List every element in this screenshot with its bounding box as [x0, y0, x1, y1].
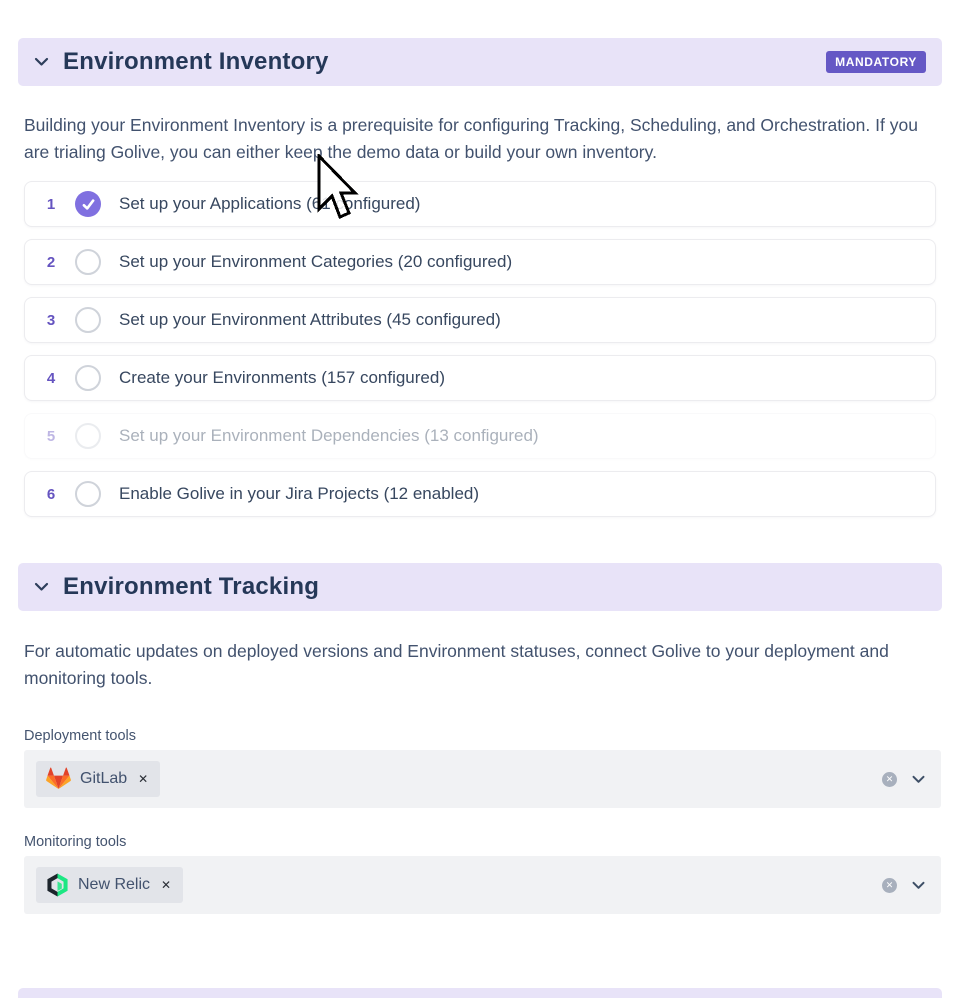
checkbox-checked-icon[interactable]: [75, 191, 101, 217]
chevron-down-icon[interactable]: [912, 881, 925, 890]
checklist-item-environment-dependencies: 5 Set up your Environment Dependencies (…: [24, 413, 936, 459]
section-header-environment-tracking[interactable]: Environment Tracking: [18, 563, 942, 611]
checkbox-unchecked-icon: [75, 423, 101, 449]
chevron-down-icon: [34, 57, 49, 67]
step-number: 6: [46, 485, 56, 503]
remove-gitlab-icon[interactable]: ✕: [138, 772, 149, 786]
inventory-description: Building your Environment Inventory is a…: [24, 115, 918, 162]
monitoring-tools-label: Monitoring tools: [24, 834, 127, 850]
section-header-environment-inventory[interactable]: Environment Inventory MANDATORY: [18, 38, 942, 86]
section-title: Environment Tracking: [63, 573, 320, 600]
step-number: 4: [46, 369, 56, 387]
deployment-tools-label: Deployment tools: [24, 728, 137, 744]
step-number: 2: [46, 253, 56, 271]
checklist-item-environment-attributes[interactable]: 3 Set up your Environment Attributes (45…: [24, 297, 936, 343]
checklist-item-create-environments[interactable]: 4 Create your Environments (157 configur…: [24, 355, 936, 401]
new-relic-tag: New Relic ✕: [36, 867, 184, 903]
gitlab-tag: GitLab ✕: [36, 761, 161, 797]
step-label: Set up your Environment Attributes (45 c…: [119, 310, 501, 329]
setup-checklist: 1 Set up your Applications (61 configure…: [24, 181, 936, 517]
checklist-item-environment-categories[interactable]: 2 Set up your Environment Categories (20…: [24, 239, 936, 285]
step-number: 1: [46, 195, 56, 213]
selected-tool-name: New Relic: [78, 876, 151, 893]
step-label: Set up your Environment Categories (20 c…: [119, 252, 513, 271]
monitoring-tools-select[interactable]: New Relic ✕ ✕: [24, 856, 941, 914]
checkbox-unchecked-icon[interactable]: [75, 307, 101, 333]
remove-new-relic-icon[interactable]: ✕: [161, 878, 172, 892]
chevron-down-icon[interactable]: [912, 775, 925, 784]
clear-select-icon[interactable]: ✕: [882, 877, 897, 893]
next-section-peek: [18, 988, 942, 998]
checklist-item-enable-golive-jira[interactable]: 6 Enable Golive in your Jira Projects (1…: [24, 471, 936, 517]
step-label: Set up your Environment Dependencies (13…: [119, 426, 539, 445]
golive-setup-page: { "colors": { "accent_purple": "#6554C0"…: [0, 38, 960, 998]
step-number: 5: [46, 427, 56, 445]
tracking-description: For automatic updates on deployed versio…: [24, 641, 889, 688]
step-label: Set up your Applications (61 configured): [119, 194, 421, 213]
gitlab-icon: [46, 767, 71, 791]
step-number: 3: [46, 311, 56, 329]
checkbox-unchecked-icon[interactable]: [75, 481, 101, 507]
mandatory-badge: MANDATORY: [826, 51, 926, 73]
new-relic-icon: [46, 872, 69, 898]
chevron-down-icon: [34, 582, 49, 592]
deployment-tools-select[interactable]: GitLab ✕ ✕: [24, 750, 941, 808]
checkbox-unchecked-icon[interactable]: [75, 249, 101, 275]
clear-select-icon[interactable]: ✕: [882, 771, 897, 787]
checklist-item-applications[interactable]: 1 Set up your Applications (61 configure…: [24, 181, 936, 227]
checkbox-unchecked-icon[interactable]: [75, 365, 101, 391]
section-title: Environment Inventory: [63, 48, 329, 75]
step-label: Enable Golive in your Jira Projects (12 …: [119, 484, 480, 503]
selected-tool-name: GitLab: [80, 770, 128, 787]
step-label: Create your Environments (157 configured…: [119, 368, 445, 387]
